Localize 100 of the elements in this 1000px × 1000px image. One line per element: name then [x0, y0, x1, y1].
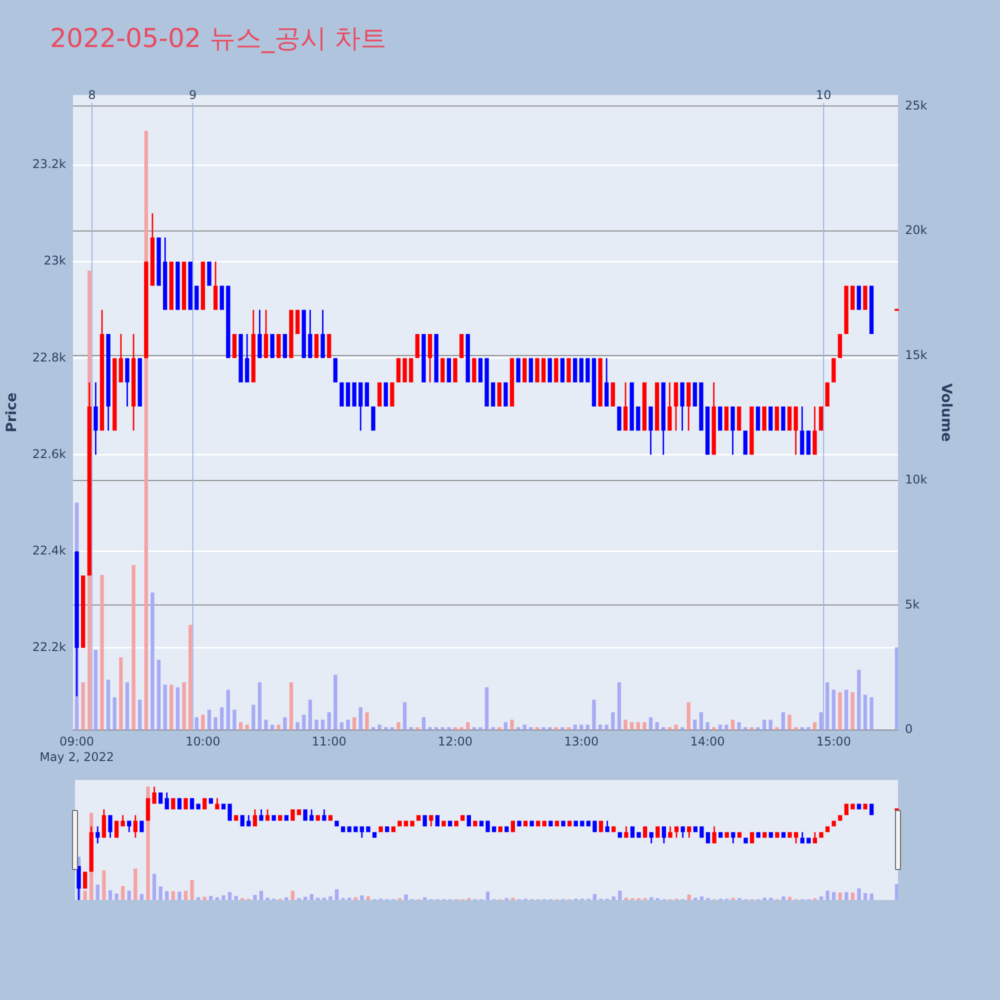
- y2-tick-label: 15k: [905, 348, 928, 362]
- bar: [252, 704, 256, 730]
- bar: [592, 700, 596, 730]
- bar: [504, 722, 508, 730]
- bar: [516, 727, 520, 730]
- bar: [700, 896, 704, 900]
- y2-tick-label: 0: [905, 722, 913, 736]
- bar: [428, 727, 432, 730]
- bar: [96, 884, 100, 900]
- bar: [560, 727, 564, 730]
- bar: [604, 724, 608, 730]
- y-tick-label: 22.4k: [32, 543, 66, 558]
- bar: [390, 727, 394, 730]
- y-tick-label: 22.8k: [32, 350, 66, 364]
- bar: [706, 722, 710, 730]
- bar: [396, 722, 400, 730]
- bar: [422, 717, 426, 730]
- bar: [554, 727, 558, 730]
- bar: [894, 647, 898, 730]
- bar: [366, 896, 370, 900]
- bar: [404, 894, 408, 900]
- bar: [756, 727, 760, 730]
- bar: [618, 890, 622, 900]
- bar: [182, 682, 186, 730]
- bar: [781, 712, 786, 730]
- bar: [662, 727, 666, 730]
- bar: [234, 896, 238, 900]
- bar: [365, 712, 369, 730]
- bar: [360, 895, 364, 900]
- bar: [228, 892, 232, 900]
- bar: [844, 892, 848, 900]
- bar: [712, 727, 716, 730]
- chart-title: 2022-05-02 뉴스_공시 차트: [50, 24, 387, 54]
- bar: [737, 722, 741, 730]
- bar: [693, 720, 697, 730]
- bar: [214, 717, 218, 730]
- bar: [440, 727, 444, 730]
- bar: [310, 894, 314, 900]
- bar: [680, 727, 684, 730]
- bar: [163, 684, 167, 730]
- bar: [548, 727, 552, 730]
- x-tick-label: 09:00: [59, 734, 94, 748]
- y2-tick-label: 25k: [905, 98, 928, 112]
- y2-tick-label: 20k: [905, 223, 928, 238]
- bar: [220, 707, 224, 730]
- bar: [850, 692, 854, 730]
- annotation: 10: [816, 88, 832, 102]
- bar: [542, 727, 546, 730]
- bar: [535, 727, 540, 730]
- bar: [371, 727, 376, 730]
- bar: [194, 717, 198, 730]
- bar: [201, 714, 205, 730]
- annotation: 9: [189, 88, 197, 102]
- bar: [165, 891, 169, 900]
- bar: [152, 874, 156, 900]
- bar: [402, 702, 407, 730]
- y2-tick-label: 10k: [905, 472, 928, 487]
- bar: [346, 720, 350, 730]
- bar: [730, 720, 735, 730]
- bar: [573, 724, 577, 730]
- bar: [308, 700, 312, 730]
- bar: [894, 884, 898, 900]
- y-tick-label: 22.2k: [32, 640, 66, 654]
- y-tick-label: 23k: [44, 254, 66, 268]
- bar: [857, 888, 861, 900]
- bar: [592, 894, 597, 900]
- bar: [334, 889, 339, 900]
- bar: [378, 724, 382, 730]
- bar: [800, 727, 804, 730]
- bar: [222, 895, 226, 900]
- bar: [699, 712, 704, 730]
- bar: [491, 727, 495, 730]
- bar: [283, 717, 287, 730]
- bar: [296, 722, 300, 730]
- bar: [156, 660, 161, 730]
- bar: [150, 592, 154, 730]
- bar: [112, 697, 116, 730]
- bar: [762, 720, 766, 730]
- bar: [226, 690, 230, 730]
- bar: [188, 624, 192, 730]
- bar: [238, 722, 243, 730]
- bar: [782, 896, 786, 900]
- bar: [106, 680, 110, 730]
- bar: [460, 727, 464, 730]
- bar: [870, 697, 874, 730]
- bar: [434, 727, 438, 730]
- bar: [612, 896, 616, 900]
- bar: [870, 894, 874, 900]
- bar: [170, 684, 174, 730]
- bar: [108, 890, 112, 900]
- x-tick-label: 15:00: [816, 734, 851, 748]
- bar: [750, 727, 754, 730]
- bar: [794, 727, 798, 730]
- bar: [498, 727, 502, 730]
- bar: [812, 722, 817, 730]
- bar: [819, 896, 824, 900]
- bar: [94, 650, 98, 730]
- bar: [320, 720, 325, 730]
- bar: [466, 722, 470, 730]
- bar: [668, 727, 672, 730]
